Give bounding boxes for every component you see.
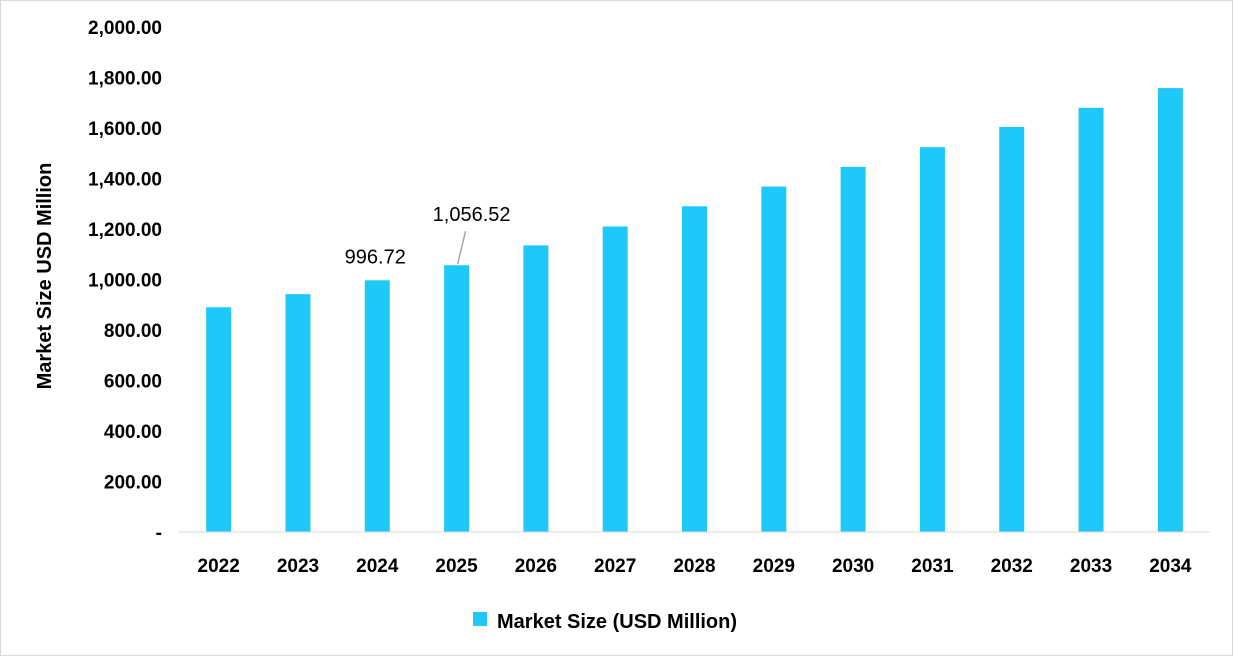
y-tick-label: - (156, 523, 162, 544)
y-tick-label: 800.00 (104, 321, 162, 342)
y-tick-label: 200.00 (104, 473, 162, 494)
x-tick-label: 2024 (356, 556, 399, 577)
y-tick-label: 1,200.00 (88, 220, 162, 241)
y-tick-label: 600.00 (104, 372, 162, 393)
bar (999, 126, 1025, 533)
data-labels: 996.72 1,056.52 (345, 204, 511, 268)
legend-swatch (473, 612, 487, 626)
x-axis-ticks: 2022 2023 2024 2025 2026 2027 2028 2029 2030 2031… (198, 556, 1192, 577)
y-tick-label: 400.00 (104, 422, 162, 443)
bar (1078, 107, 1104, 533)
y-axis-ticks: - 200.00 400.00 600.00 800.00 1,000.00 1,200.0… (88, 18, 162, 544)
x-tick-label: 2028 (673, 556, 715, 577)
x-tick-label: 2031 (911, 556, 954, 577)
y-tick-label: 1,000.00 (88, 271, 162, 292)
bar (761, 186, 787, 532)
x-tick-label: 2025 (435, 556, 478, 577)
legend: Market Size (USD Million) (473, 611, 737, 633)
data-label: 996.72 (345, 246, 406, 268)
data-label: 1,056.52 (433, 204, 511, 226)
bar (840, 166, 866, 532)
y-tick-label: 1,800.00 (88, 69, 162, 90)
bar (919, 147, 945, 532)
legend-label: Market Size (USD Million) (497, 611, 737, 633)
x-tick-label: 2023 (277, 556, 319, 577)
x-tick-label: 2034 (1149, 556, 1192, 577)
x-tick-label: 2022 (198, 556, 240, 577)
y-tick-label: 2,000.00 (88, 18, 162, 39)
bar (285, 294, 311, 532)
bars (206, 88, 1183, 533)
y-tick-label: 1,600.00 (88, 119, 162, 140)
x-tick-label: 2029 (753, 556, 795, 577)
y-axis-label: Market Size USD Million (34, 163, 56, 390)
x-tick-label: 2032 (991, 556, 1033, 577)
x-tick-label: 2027 (594, 556, 636, 577)
x-tick-label: 2033 (1070, 556, 1112, 577)
bar (602, 226, 628, 532)
bar (206, 307, 232, 532)
x-tick-label: 2030 (832, 556, 874, 577)
bar (523, 245, 549, 532)
bar (364, 280, 390, 532)
bar (682, 206, 707, 532)
y-tick-label: 1,400.00 (88, 170, 162, 191)
bar (1157, 88, 1183, 532)
x-tick-label: 2026 (515, 556, 557, 577)
data-label-leader-line (456, 231, 467, 265)
bar (444, 265, 470, 532)
